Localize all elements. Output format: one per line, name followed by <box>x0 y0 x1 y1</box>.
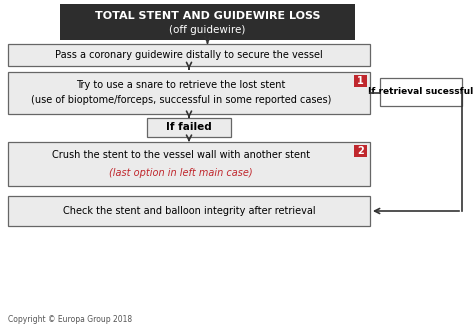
Bar <box>380 78 462 106</box>
Bar <box>147 118 231 137</box>
Text: Crush the stent to the vessel wall with another stent: Crush the stent to the vessel wall with … <box>52 150 310 160</box>
Text: Check the stent and balloon integrity after retrieval: Check the stent and balloon integrity af… <box>63 206 315 216</box>
Bar <box>354 75 367 87</box>
Text: If failed: If failed <box>166 123 212 133</box>
Text: 2: 2 <box>357 146 364 156</box>
Text: TOTAL STENT AND GUIDEWIRE LOSS: TOTAL STENT AND GUIDEWIRE LOSS <box>95 11 320 21</box>
Bar <box>8 72 370 114</box>
Text: (last option in left main case): (last option in left main case) <box>109 168 253 178</box>
Text: If retrieval sucessful: If retrieval sucessful <box>368 88 474 97</box>
Text: (use of bioptome/forceps, successful in some reported cases): (use of bioptome/forceps, successful in … <box>31 95 331 105</box>
Text: Try to use a snare to retrieve the lost stent: Try to use a snare to retrieve the lost … <box>76 80 286 90</box>
Text: 1: 1 <box>357 76 364 86</box>
Text: (off guidewire): (off guidewire) <box>169 25 246 35</box>
Bar <box>60 4 355 40</box>
Bar <box>354 145 367 157</box>
Bar <box>8 142 370 186</box>
Bar <box>8 44 370 66</box>
Bar <box>8 196 370 226</box>
Text: Pass a coronary guidewire distally to secure the vessel: Pass a coronary guidewire distally to se… <box>55 50 323 60</box>
Text: Copyright © Europa Group 2018: Copyright © Europa Group 2018 <box>8 315 132 324</box>
